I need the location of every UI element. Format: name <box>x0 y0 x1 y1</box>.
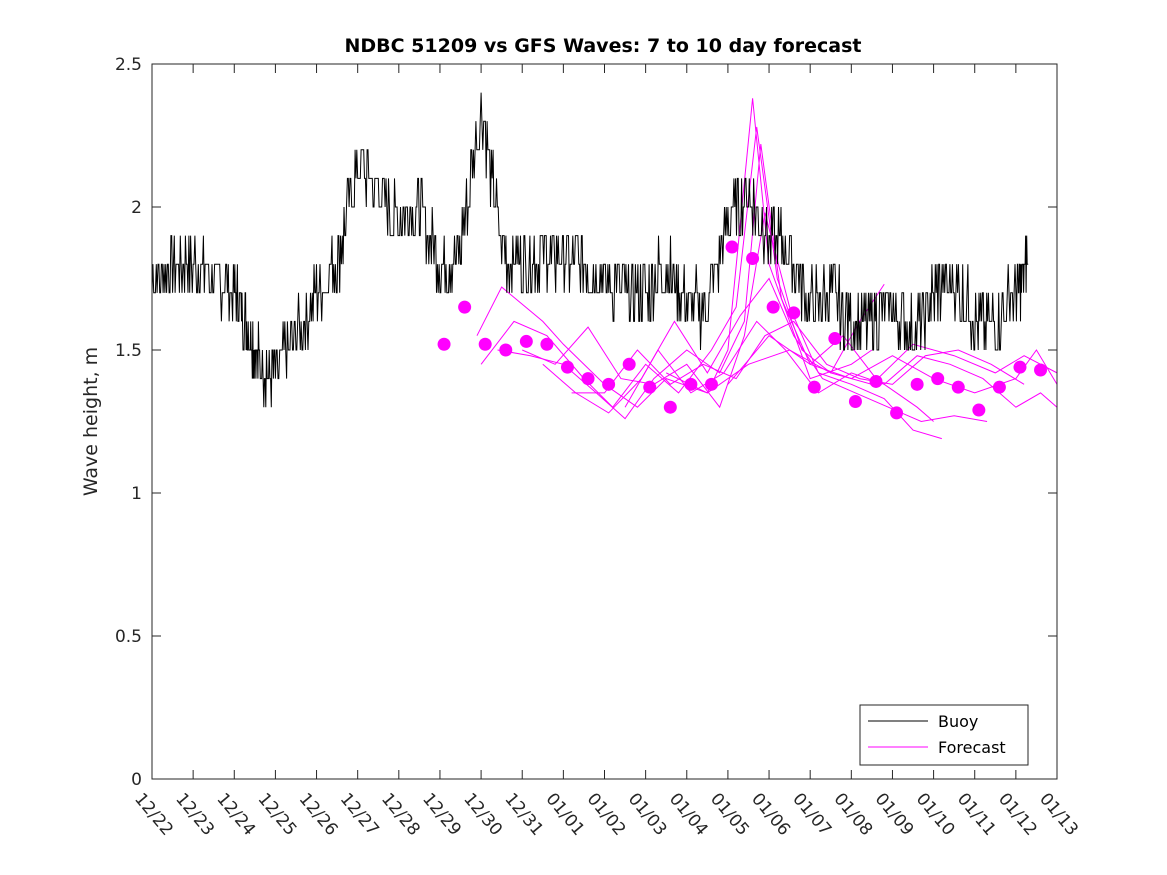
legend-buoy-label: Buoy <box>938 712 978 731</box>
y-tick-label: 0.5 <box>115 627 142 647</box>
x-tick-label: 01/09 <box>871 789 918 839</box>
forecast-point <box>622 357 636 371</box>
x-tick-label: 01/06 <box>747 789 794 839</box>
y-tick-label: 0 <box>131 770 142 790</box>
y-axis: 0 0.5 1 1.5 2 2.5 <box>115 55 1057 790</box>
x-tick-label: 01/02 <box>583 789 630 839</box>
forecast-point <box>458 300 472 314</box>
forecast-point <box>540 337 554 351</box>
forecast-point <box>972 403 986 417</box>
buoy-line <box>151 92 1029 408</box>
x-tick-label: 12/24 <box>212 789 259 839</box>
x-tick-label: 12/29 <box>418 789 465 839</box>
y-tick-label: 1 <box>131 484 142 504</box>
x-tick-label: 12/26 <box>295 789 342 839</box>
forecast-line <box>522 212 942 440</box>
forecast-point <box>992 380 1006 394</box>
forecast-point <box>643 380 657 394</box>
forecast-point <box>1013 360 1027 374</box>
forecast-point <box>704 377 718 391</box>
x-tick-label: 01/05 <box>706 789 753 839</box>
forecast-point <box>951 380 965 394</box>
x-tick-label: 12/25 <box>254 789 301 839</box>
x-tick-label: 01/04 <box>665 789 712 839</box>
forecast-point <box>828 332 842 346</box>
forecast-point <box>684 377 698 391</box>
forecast-point <box>787 306 801 320</box>
x-tick-label: 01/10 <box>912 789 959 839</box>
x-tick-label: 01/13 <box>1035 789 1082 839</box>
legend-box <box>859 704 1029 766</box>
x-tick-label: 01/12 <box>994 789 1041 839</box>
plot-area <box>152 64 1057 779</box>
forecast-point <box>725 240 739 254</box>
forecast-point <box>746 251 760 265</box>
forecast-line <box>497 144 934 422</box>
forecast-line <box>480 126 885 408</box>
forecast-point <box>890 406 904 420</box>
forecast-point <box>766 300 780 314</box>
legend: Buoy Forecast <box>859 704 1029 766</box>
forecast-line <box>571 320 1025 394</box>
forecast-line <box>727 335 1058 394</box>
x-tick-label: 01/11 <box>953 789 1000 839</box>
forecast-point <box>560 360 574 374</box>
forecast-point <box>807 380 821 394</box>
x-tick-label: 12/23 <box>171 789 218 839</box>
y-tick-label: 1.5 <box>115 341 142 361</box>
y-tick-label: 2.5 <box>115 55 142 75</box>
forecast-point <box>581 372 595 386</box>
forecast-line <box>542 277 988 423</box>
x-tick-label: 01/08 <box>829 789 876 839</box>
forecast-point <box>869 374 883 388</box>
forecast-point <box>848 394 862 408</box>
forecast-point <box>499 343 513 357</box>
x-tick-label: 12/28 <box>377 789 424 839</box>
x-tick-label: 01/01 <box>542 789 589 839</box>
forecast-line <box>624 320 1058 408</box>
x-tick-label: 12/31 <box>500 789 547 839</box>
x-tick-label: 12/27 <box>336 789 383 839</box>
chart-title: NDBC 51209 vs GFS Waves: 7 to 10 day for… <box>344 35 861 57</box>
forecast-point <box>1034 363 1048 377</box>
forecast-point <box>519 334 533 348</box>
x-tick-label: 12/22 <box>130 789 177 839</box>
x-tick-label: 01/07 <box>788 789 835 839</box>
forecast-point <box>910 377 924 391</box>
forecast-point <box>437 337 451 351</box>
y-tick-label: 2 <box>131 198 142 218</box>
x-tick-label: 12/30 <box>459 789 506 839</box>
y-axis-label: Wave height, m <box>80 347 102 496</box>
x-tick-label: 01/03 <box>624 789 671 839</box>
forecast-point <box>602 377 616 391</box>
legend-forecast-label: Forecast <box>938 738 1006 757</box>
series-layer <box>151 92 1058 440</box>
forecast-point <box>478 337 492 351</box>
forecast-point <box>663 400 677 414</box>
forecast-point <box>931 372 945 386</box>
